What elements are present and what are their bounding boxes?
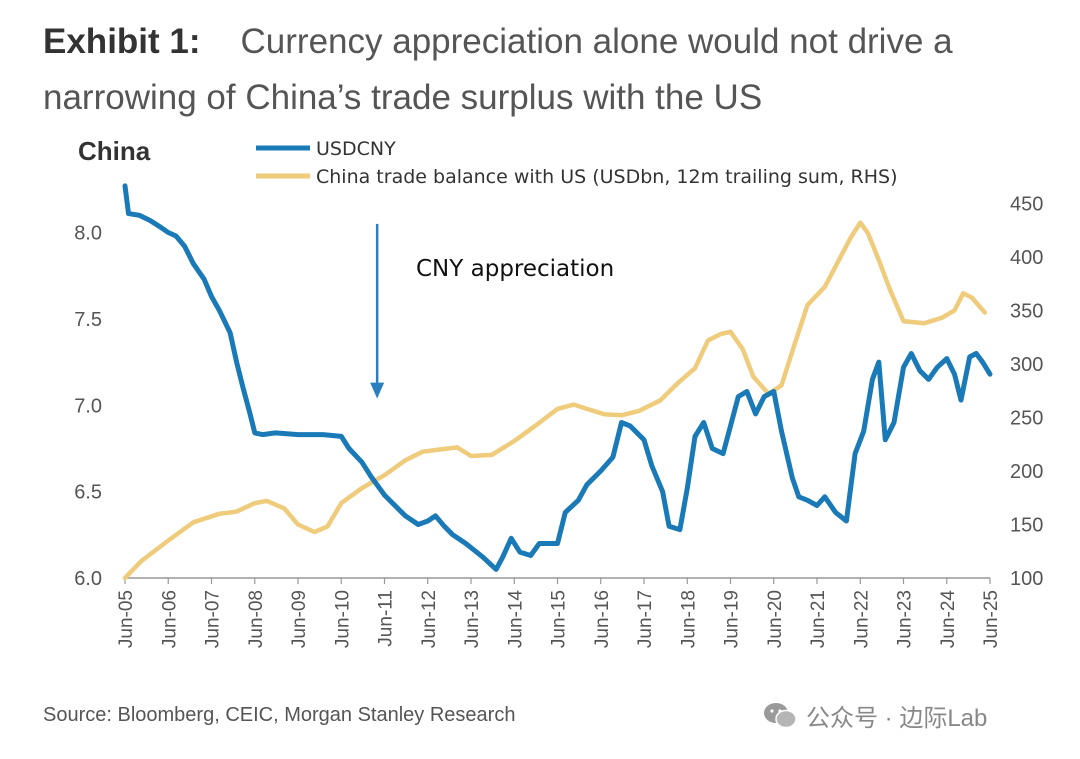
line-chart: Jun-05 Jun-06 Jun-07 Jun-08 Jun-09 Jun-10 Jun-… xyxy=(74,138,1043,649)
y-left-tick-label: 6.0 xyxy=(74,568,102,590)
x-tick-label: Jun-06 xyxy=(159,590,180,648)
x-tick-label: Jun-14 xyxy=(505,590,526,649)
usdcny-line xyxy=(122,183,993,572)
source-note: Source: Bloomberg, CEIC, Morgan Stanley … xyxy=(43,704,516,726)
x-tick-label: Jun-12 xyxy=(419,590,440,648)
y-right-tick-label: 350 xyxy=(1010,300,1043,322)
wechat-logo-icon xyxy=(764,702,797,728)
y-left-tick-label: 7.0 xyxy=(74,395,102,417)
x-tick-label: Jun-21 xyxy=(808,590,829,648)
x-tick-label: Jun-10 xyxy=(332,590,353,648)
x-tick-label: Jun-23 xyxy=(895,590,916,648)
x-tick-label: Jun-05 xyxy=(116,590,137,648)
y-left-tick-label: 8.0 xyxy=(74,223,102,245)
watermark-text: 公众号 · 边际Lab xyxy=(806,705,988,732)
x-tick-label: Jun-08 xyxy=(246,590,267,648)
exhibit-label: Exhibit 1: xyxy=(43,22,201,61)
trade-balance-line xyxy=(122,220,988,581)
x-tick-label: Jun-16 xyxy=(592,590,613,648)
x-tick-label: Jun-13 xyxy=(462,590,483,648)
watermark: 公众号 · 边际Lab xyxy=(762,698,987,733)
legend-label-usdcny: USDCNY xyxy=(316,138,396,160)
y-right-tick-label: 200 xyxy=(1010,461,1043,483)
x-tick-label: Jun-22 xyxy=(851,590,872,648)
panel-label: China xyxy=(78,136,151,166)
x-tick-label: Jun-18 xyxy=(678,590,699,648)
y-right-tick-label: 100 xyxy=(1010,568,1043,590)
chart-title: Exhibit 1: Currency appreciation alone wo… xyxy=(43,14,1063,126)
legend-label-trade: China trade balance with US (USDbn, 12m … xyxy=(316,166,898,188)
x-tick-label: Jun-24 xyxy=(938,590,959,649)
x-tick-label: Jun-07 xyxy=(203,590,224,648)
y-left-tick-label: 7.5 xyxy=(74,309,102,331)
x-tick-label: Jun-25 xyxy=(981,590,1002,648)
y-right-tick-label: 400 xyxy=(1010,247,1043,269)
annotation-text: CNY appreciation xyxy=(416,256,614,282)
y-right-tick-label: 250 xyxy=(1010,407,1043,429)
x-tick-label: Jun-19 xyxy=(722,590,743,648)
y-right-tick-label: 450 xyxy=(1010,193,1043,215)
x-tick-label: Jun-09 xyxy=(289,590,310,648)
x-tick-label: Jun-17 xyxy=(635,590,656,648)
x-tick-label: Jun-20 xyxy=(765,590,786,648)
x-tick-label: Jun-15 xyxy=(549,590,570,648)
annotation-arrow-head xyxy=(370,382,385,399)
title-text: Currency appreciation alone would not dr… xyxy=(43,22,953,117)
y-left-tick-label: 6.5 xyxy=(74,482,102,504)
y-right-tick-label: 300 xyxy=(1010,354,1043,376)
y-right-tick-label: 150 xyxy=(1010,514,1043,536)
x-tick-label: Jun-11 xyxy=(376,590,397,647)
